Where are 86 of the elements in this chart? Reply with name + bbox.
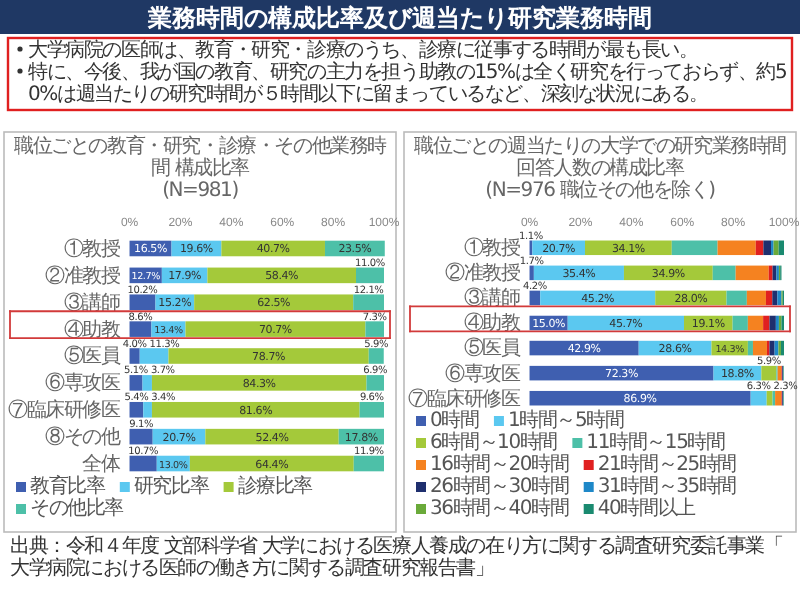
bar	[366, 375, 384, 391]
y-tick-label: 全体	[82, 451, 121, 476]
bar	[732, 315, 748, 331]
y-tick-label: ⑦臨床研修医	[407, 386, 521, 411]
y-tick-label: ③講師	[63, 290, 121, 315]
bar	[189, 455, 354, 472]
bar	[726, 290, 747, 306]
bar	[353, 294, 384, 311]
bar	[747, 340, 753, 356]
bar	[139, 348, 169, 364]
bar	[747, 315, 764, 331]
bar	[129, 375, 143, 391]
bar	[129, 294, 156, 311]
bar	[717, 240, 756, 256]
bar	[772, 290, 778, 306]
text: 業務時間の構成比率及び週当たり研究業務時間	[146, 4, 652, 32]
y-tick-label: ⑤医員	[63, 344, 121, 369]
bar	[746, 290, 766, 306]
bar	[368, 348, 384, 364]
chart-subtitle: (N=976 職位その他を除く)	[485, 178, 717, 202]
y-tick-label: ①教授	[463, 236, 521, 261]
bar	[129, 348, 140, 364]
text: 大学病院の医師は、教育・研究・診療のうち、診療に従事する時間が最も長い。	[28, 38, 698, 62]
bar	[365, 321, 384, 337]
bar	[778, 240, 784, 256]
legend-label: 11時間～15時間	[586, 430, 727, 454]
bar	[773, 240, 779, 256]
y-tick-label: ②准教授	[445, 261, 521, 286]
y-tick-label: ④助教	[63, 317, 121, 342]
bar	[356, 267, 384, 284]
legend-label: 0時間	[430, 408, 480, 432]
bar	[129, 401, 144, 418]
chart-title: 職位ごとの教育・研究・診療・その他業務時間 構成比率	[13, 134, 388, 180]
bar	[769, 315, 776, 331]
source-note: 出典：令和４年度 文部科学省 大学における医療人養成の在り方に関する調査研究委託事業「大学病院における医師の働き方に関する調査研究報告書」	[10, 534, 784, 580]
bar	[763, 240, 772, 256]
legend-label: 36時間～40時間	[430, 496, 570, 520]
bar	[765, 290, 773, 306]
y-tick-label: ①教授	[63, 236, 121, 261]
y-tick-label: ④助教	[463, 311, 521, 336]
bar	[168, 348, 369, 364]
chart-title: 職位ごとの週当たりの大学での研究業務時間回答人数の構成比率	[413, 134, 788, 180]
bar	[529, 390, 751, 406]
legend-label: 研究比率	[133, 474, 210, 498]
legend-label: 6時間～10時間	[430, 430, 559, 454]
bar	[129, 321, 152, 337]
legend-label: その他比率	[30, 496, 125, 520]
bar	[769, 340, 775, 356]
text: 特に、今後、我が国の教育、研究の主力を担う助教の15%は全く研究を行っておらず、約50%は週当たりの研究時間が５時間以下に留まっているなど、深刻な状況にある。	[28, 60, 788, 106]
bar	[529, 365, 714, 381]
chart-subtitle: (N=981)	[162, 180, 240, 202]
y-tick-label: ⑤医員	[463, 336, 521, 361]
y-tick-label: ⑦臨床研修医	[7, 398, 121, 423]
bar	[185, 321, 366, 337]
bar	[735, 265, 769, 281]
bar	[143, 401, 152, 418]
bar	[671, 240, 718, 256]
legend-label: 1時間～5時間	[507, 408, 625, 432]
legend-label: 31時間～35時間	[597, 474, 738, 498]
bar	[151, 375, 367, 391]
legend-label: 26時間～30時間	[430, 474, 570, 498]
bar	[142, 375, 152, 391]
bar	[763, 315, 770, 331]
bar	[775, 390, 782, 406]
bar	[750, 390, 767, 406]
bar	[529, 290, 541, 306]
bar	[129, 428, 153, 445]
y-tick-label: ⑧その他	[45, 425, 121, 450]
legend-label: 21時間～25時間	[597, 452, 738, 476]
y-tick-label: ②准教授	[45, 263, 121, 288]
bar	[151, 401, 360, 418]
bar	[129, 455, 157, 472]
y-tick-label: ⑥専攻医	[45, 371, 121, 396]
legend-label: 教育比率	[30, 474, 106, 498]
y-tick-label: ⑥専攻医	[445, 361, 521, 386]
bar	[761, 365, 777, 381]
legend-label: 16時間～20時間	[430, 452, 570, 476]
y-tick-label: ③講師	[463, 286, 521, 311]
bar	[359, 401, 384, 418]
bar	[766, 390, 773, 406]
bar	[194, 294, 354, 311]
legend-label: 診療比率	[237, 474, 314, 498]
bar	[712, 265, 736, 281]
bar	[752, 340, 767, 356]
bar	[353, 455, 384, 472]
legend-label: 40時間以上	[597, 496, 697, 520]
